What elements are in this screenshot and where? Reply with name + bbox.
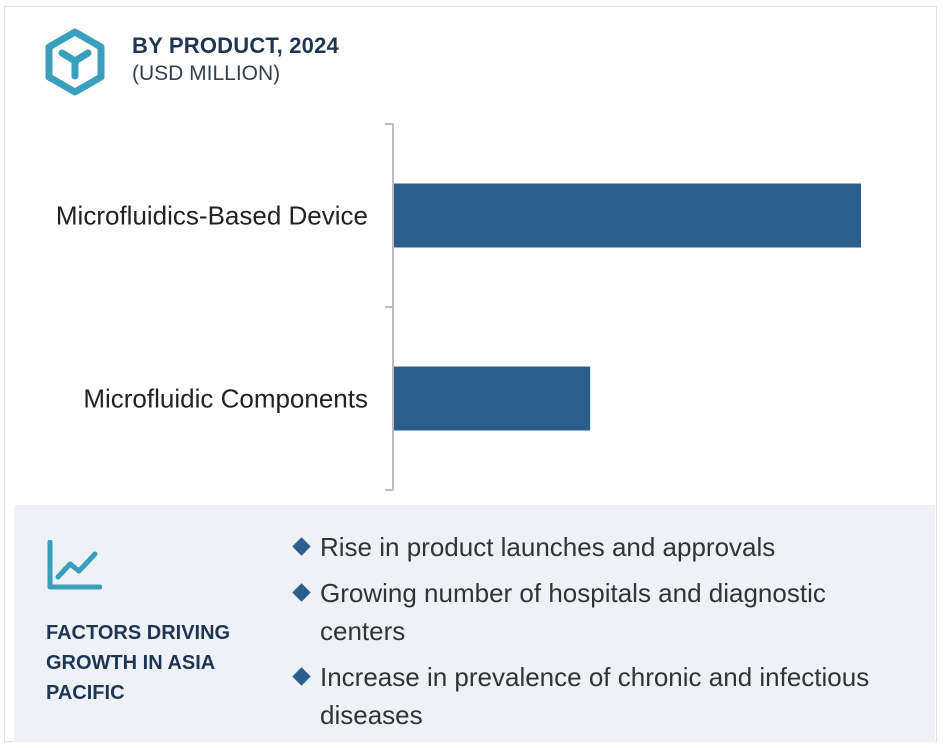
factor-item: Increase in prevalence of chronic and in… <box>292 658 912 734</box>
factors-heading: FACTORS DRIVING GROWTH IN ASIA PACIFIC <box>46 622 231 704</box>
factor-text: Rise in product launches and approvals <box>320 532 776 562</box>
factor-text: Growing number of hospitals and diagnost… <box>320 578 826 646</box>
factors-list: Rise in product launches and approvals G… <box>292 528 912 742</box>
diamond-bullet-icon <box>292 583 311 602</box>
category-label: Microfluidics-Based Device <box>56 201 368 231</box>
diamond-bullet-icon <box>292 537 311 556</box>
cube-icon <box>45 28 105 96</box>
factor-item: Growing number of hospitals and diagnost… <box>292 574 912 650</box>
factor-text: Increase in prevalence of chronic and in… <box>320 662 870 730</box>
trend-chart-icon <box>47 540 102 590</box>
factor-item: Rise in product launches and approvals <box>292 528 912 566</box>
chart-subtitle: (USD MILLION) <box>132 62 281 85</box>
category-label: Microfluidic Components <box>83 384 368 414</box>
chart-title: BY PRODUCT, 2024 <box>132 33 339 58</box>
bar <box>394 183 861 248</box>
diamond-bullet-icon <box>292 667 311 686</box>
factors-panel <box>14 505 935 742</box>
bar-chart: Microfluidics-Based Device Microfluidic C… <box>56 123 861 491</box>
bar <box>394 366 591 431</box>
